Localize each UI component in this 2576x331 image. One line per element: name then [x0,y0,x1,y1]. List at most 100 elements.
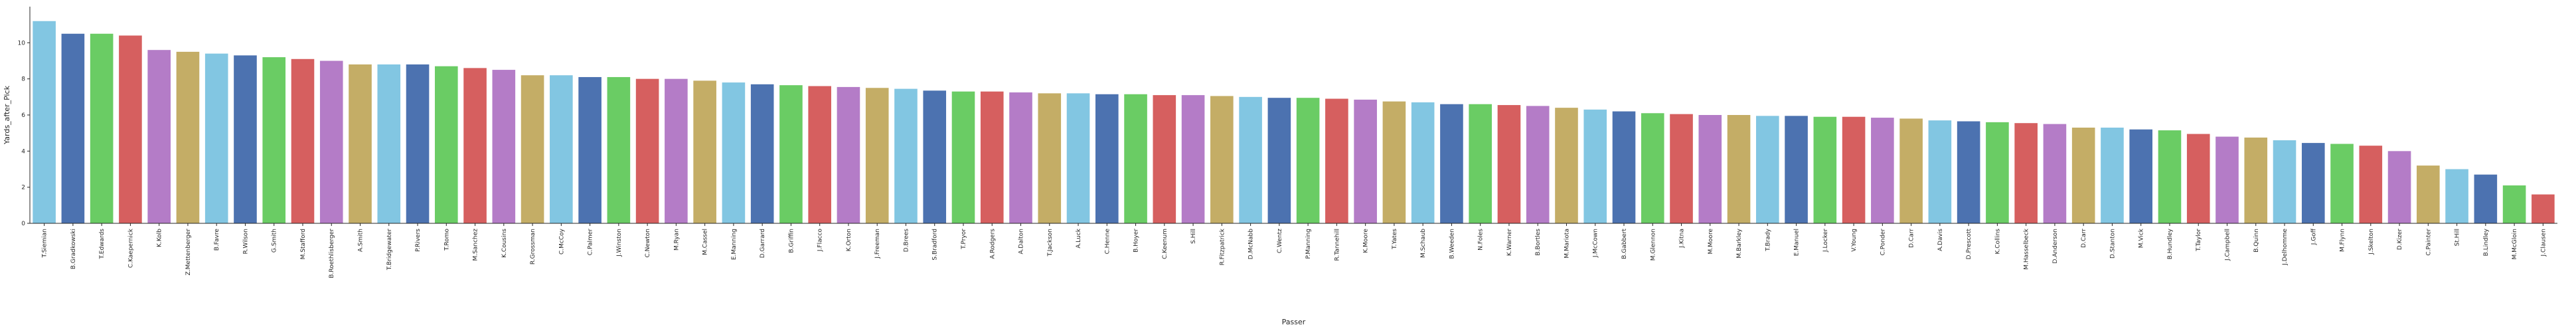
bar [2129,129,2153,223]
x-tick-label: M.Ryan [673,229,680,251]
bar [2014,123,2038,223]
x-tick-label: B.Quinn [2253,229,2260,253]
x-tick-label: T.Taylor [2196,229,2202,252]
bar [2043,124,2067,223]
bar [1325,98,1348,223]
bar [1813,116,1837,223]
bar [2301,143,2325,223]
bar [1239,96,1262,223]
x-tick-label: T.Edwards [99,229,106,260]
bars [33,21,2555,224]
bar [2244,137,2268,223]
bar [61,33,85,223]
x-tick-label: B.Roethlisberger [329,229,335,278]
y-tick-label: 10 [18,40,26,47]
x-axis-label: Passer [1282,318,1306,326]
y-axis: 0 2 4 6 8 10 [18,7,31,227]
x-tick-label: R.Tannehill [1334,229,1340,261]
bar [722,82,746,223]
bar [750,84,774,223]
bar [406,64,430,223]
x-tick-label: B.Favre [214,229,220,251]
x-tick-label: D.Brees [903,229,910,253]
bar [319,60,343,223]
bar [2186,134,2210,223]
x-tick-label: A.Rodgers [989,229,996,259]
x-tick-label: R.Fitzpatrick [1219,228,1226,265]
bar [119,35,142,223]
bar [550,75,573,223]
bar [2387,151,2411,223]
x-tick-label: P.Rivers [415,229,422,252]
x-tick-label: R.Wilson [242,229,249,254]
x-tick-label: S.Bradford [932,229,939,261]
x-tick-label: B.Bortles [1535,229,1542,256]
x-tick-label: K.Kolb [157,229,163,247]
bar [1411,102,1435,223]
x-tick-label: J.Campbell [2224,229,2231,261]
bar [1957,121,1980,223]
x-tick-label: M.Glennon [1650,229,1656,261]
bar [1670,114,1693,223]
x-tick-label: D.Stanton [2109,229,2116,259]
bar [2532,194,2555,223]
bar [1842,116,1866,223]
bar [980,91,1004,223]
x-tick-label: S.Hill [1190,229,1197,244]
bar [1641,113,1664,223]
x-tick-label: B.Hoyer [1133,229,1140,253]
x-tick-label: P.Manning [1305,229,1312,259]
x-tick-label: K.Warner [1506,229,1513,256]
x-tick-label: C.Palmer [588,229,594,255]
bar [2101,128,2124,223]
x-tick-label: K.Moore [1363,229,1370,253]
bar [204,53,228,223]
bar [693,80,716,223]
x-tick-label: M.Moore [1708,229,1714,255]
x-tick-label: J.Kitna [1679,229,1686,249]
bar [894,88,918,223]
x-tick-label: T.Siemian [42,229,48,259]
bar [1899,118,1923,223]
bar [2330,144,2354,223]
bar [349,64,372,223]
x-tick-label: B.Gradkowski [70,229,77,269]
bar [1756,116,1779,223]
bar [1382,101,1406,223]
x-tick-label: A.Smith [358,229,364,252]
bar [2273,140,2296,223]
bar [1038,93,1062,223]
x-tick-label: J.Flacco [817,229,824,253]
x-tick-label: A.Dalton [1018,229,1025,255]
x-tick-label: M.McGloin [2512,229,2518,260]
bar [1871,118,1894,223]
bar [1095,94,1119,223]
bar [521,75,544,223]
bar [578,76,602,223]
bar [1698,115,1722,223]
bar [1986,122,2009,223]
x-tick-label: B.Hundley [2167,228,2174,259]
x-tick-label: B.Lindley [2483,228,2490,256]
bar [176,51,200,224]
x-tick-label: Z.Mettenberger [185,229,192,276]
bar [147,50,171,223]
x-tick-label: A.Luck [1076,228,1082,248]
bar [234,55,257,223]
x-tick-label: B.Gabbert [1621,229,1628,259]
bar [951,91,975,223]
bar [2502,185,2526,223]
x-tick-label: E.Manuel [1794,229,1801,256]
x-tick-label: C.McCoy [558,228,565,255]
x-tick-label: K.Collins [1994,229,2001,255]
x-tick-label: B.Griffin [788,229,795,253]
bar [1009,92,1032,223]
bar [1612,111,1636,223]
y-tick-label: 0 [21,221,25,227]
bar [635,78,659,224]
x-tick-label: C.Keenum [1162,229,1168,259]
bar [1181,95,1205,223]
bar [492,70,516,223]
x-tick-label: D.Carr [1909,229,1915,248]
